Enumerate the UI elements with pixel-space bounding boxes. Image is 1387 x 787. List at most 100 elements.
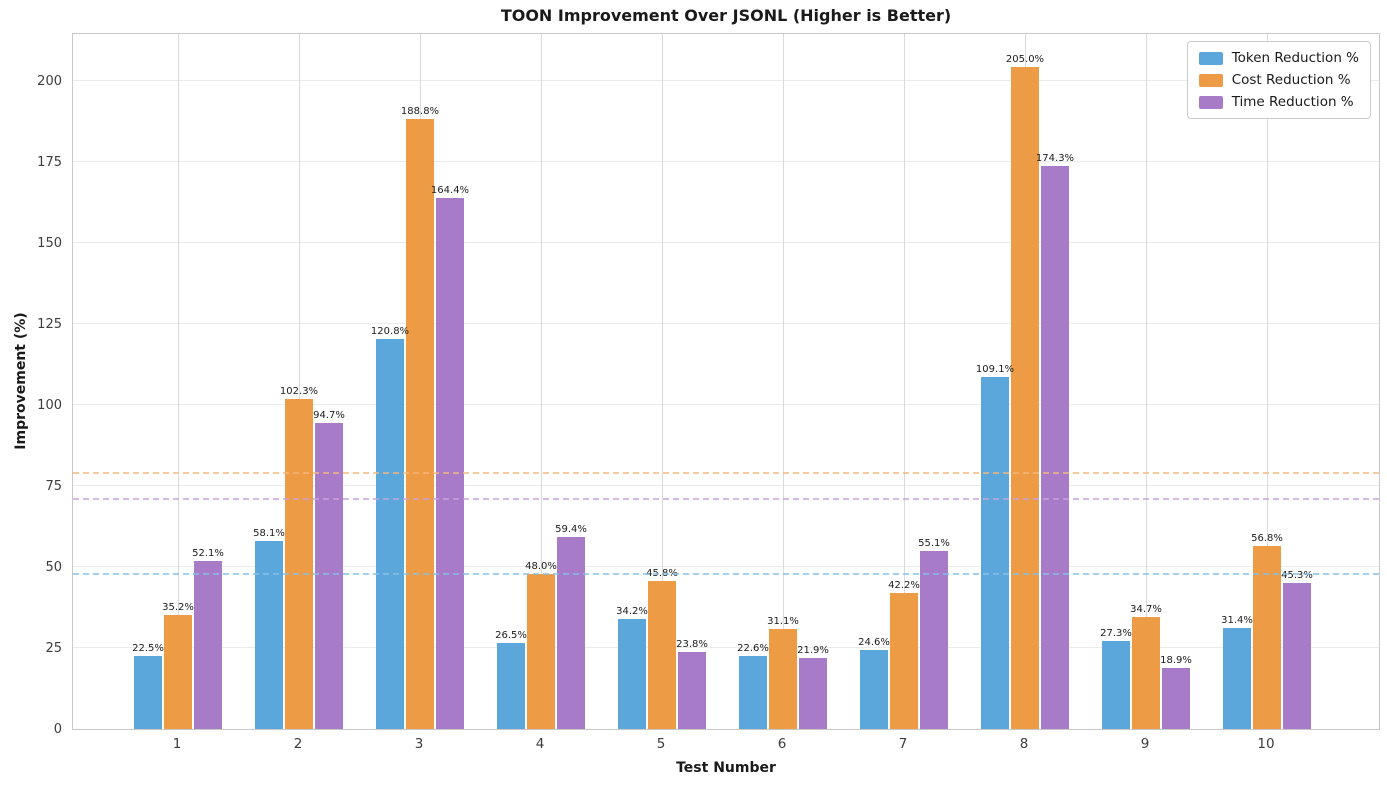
bar-value-label: 205.0%	[1005, 54, 1045, 66]
bar-time-reduction-test-4: 59.4%	[555, 524, 587, 729]
bar-token-reduction-test-6: 22.6%	[737, 643, 769, 729]
bar-token-reduction-test-5: 34.2%	[616, 606, 648, 729]
bar-value-label: 34.7%	[1130, 603, 1162, 615]
bar-cost-reduction-test-1: 35.2%	[162, 602, 194, 729]
gridline-h	[73, 404, 1379, 406]
bar-cost-reduction-test-6: 31.1%	[767, 616, 799, 729]
bar-value-label: 48.0%	[525, 561, 557, 573]
y-tick-label: 50	[45, 560, 62, 576]
mean-line-time-reduction	[73, 497, 1379, 500]
y-tick-label: 150	[37, 236, 62, 252]
legend: Token Reduction % Cost Reduction % Time Re…	[1186, 41, 1371, 119]
legend-swatch-icon	[1198, 73, 1223, 87]
mean-line-token-reduction	[73, 573, 1379, 575]
bar-value-label: 34.2%	[616, 605, 648, 617]
legend-item-token-reduction: Token Reduction %	[1198, 50, 1359, 66]
y-tick-label: 75	[45, 479, 62, 495]
x-tick-label: 10	[1257, 736, 1275, 752]
bar-group-test-3: 120.8% 188.8% 164.4%	[371, 34, 469, 729]
x-tick-label: 6	[777, 736, 787, 752]
y-tick-label: 25	[45, 641, 62, 657]
bar-value-label: 102.3%	[279, 385, 319, 397]
gridline-h	[73, 566, 1379, 568]
bar-cost-reduction-test-8: 205.0%	[1006, 54, 1044, 729]
bar-value-label: 55.1%	[918, 538, 950, 550]
bar-token-reduction-test-9: 27.3%	[1100, 628, 1132, 729]
x-tick-label: 7	[898, 736, 908, 752]
y-tick-label: 200	[37, 74, 62, 90]
y-tick-label: 100	[37, 398, 62, 414]
legend-item-cost-reduction: Cost Reduction %	[1198, 72, 1359, 88]
gridline-h	[73, 647, 1379, 649]
bar-value-label: 52.1%	[192, 547, 224, 559]
x-tick-label: 8	[1019, 736, 1029, 752]
bar-cost-reduction-test-7: 42.2%	[888, 580, 920, 729]
bar-group-test-10: 31.4% 56.8% 45.3%	[1221, 34, 1313, 729]
bar-token-reduction-test-10: 31.4%	[1221, 615, 1253, 729]
bar-time-reduction-test-8: 174.3%	[1036, 153, 1074, 729]
gridline-v	[1146, 34, 1147, 729]
x-tick-label: 9	[1140, 736, 1150, 752]
gridline-v	[299, 34, 300, 729]
gridline-v	[1267, 34, 1268, 729]
bar-group-test-6: 22.6% 31.1% 21.9%	[737, 34, 829, 729]
bar-value-label: 45.3%	[1281, 569, 1313, 581]
bar-value-label: 22.6%	[737, 643, 769, 655]
x-tick-label: 1	[172, 736, 182, 752]
bar-token-reduction-test-8: 109.1%	[976, 364, 1014, 729]
bar-value-label: 164.4%	[430, 185, 470, 197]
bar-value-label: 27.3%	[1100, 627, 1132, 639]
bar-time-reduction-test-5: 23.8%	[676, 639, 708, 729]
gridline-v	[904, 34, 905, 729]
bar-cost-reduction-test-3: 188.8%	[401, 106, 439, 729]
bar-value-label: 31.4%	[1221, 614, 1253, 626]
legend-label: Time Reduction %	[1231, 94, 1354, 110]
bar-cost-reduction-test-9: 34.7%	[1130, 604, 1162, 729]
gridline-v	[662, 34, 663, 729]
chart-title: TOON Improvement Over JSONL (Higher is B…	[500, 6, 952, 25]
bar-group-test-1: 22.5% 35.2% 52.1%	[132, 34, 224, 729]
bar-value-label: 42.2%	[888, 579, 920, 591]
gridline-h	[73, 242, 1379, 244]
bar-time-reduction-test-3: 164.4%	[431, 185, 469, 729]
bar-value-label: 35.2%	[162, 602, 194, 614]
bar-time-reduction-test-2: 94.7%	[313, 410, 345, 729]
legend-item-time-reduction: Time Reduction %	[1198, 94, 1359, 110]
bar-value-label: 18.9%	[1160, 654, 1192, 666]
x-tick-label: 3	[414, 736, 424, 752]
bar-group-test-8: 109.1% 205.0% 174.3%	[976, 34, 1074, 729]
x-tick-label: 2	[293, 736, 303, 752]
plot-area: Token Reduction % Cost Reduction % Time Re…	[72, 33, 1380, 730]
x-tick-label: 4	[535, 736, 545, 752]
bar-value-label: 24.6%	[858, 636, 890, 648]
gridline-h	[73, 323, 1379, 325]
gridline-v	[178, 34, 179, 729]
bar-value-label: 22.5%	[132, 643, 164, 655]
gridline-h	[73, 161, 1379, 163]
bar-time-reduction-test-7: 55.1%	[918, 538, 950, 729]
bar-time-reduction-test-6: 21.9%	[797, 645, 829, 729]
bar-value-label: 26.5%	[495, 630, 527, 642]
y-tick-label: 175	[37, 155, 62, 171]
bar-group-test-5: 34.2% 45.8% 23.8%	[616, 34, 708, 729]
bar-value-label: 23.8%	[676, 639, 708, 651]
bar-token-reduction-test-7: 24.6%	[858, 637, 890, 729]
bar-value-label: 59.4%	[555, 524, 587, 536]
bar-time-reduction-test-1: 52.1%	[192, 548, 224, 729]
bar-group-test-4: 26.5% 48.0% 59.4%	[495, 34, 587, 729]
legend-swatch-icon	[1198, 95, 1223, 109]
mean-line-cost-reduction	[73, 471, 1379, 474]
x-axis-title: Test Number	[676, 760, 776, 776]
bar-value-label: 120.8%	[370, 325, 410, 337]
bar-value-label: 58.1%	[253, 528, 285, 540]
bar-value-label: 94.7%	[313, 410, 345, 422]
gridline-v	[783, 34, 784, 729]
bar-value-label: 56.8%	[1251, 532, 1283, 544]
bar-value-label: 31.1%	[767, 615, 799, 627]
bar-cost-reduction-test-4: 48.0%	[525, 561, 557, 729]
bar-group-test-9: 27.3% 34.7% 18.9%	[1100, 34, 1192, 729]
bar-time-reduction-test-10: 45.3%	[1281, 570, 1313, 729]
gridline-h	[73, 485, 1379, 487]
legend-label: Token Reduction %	[1231, 50, 1359, 66]
